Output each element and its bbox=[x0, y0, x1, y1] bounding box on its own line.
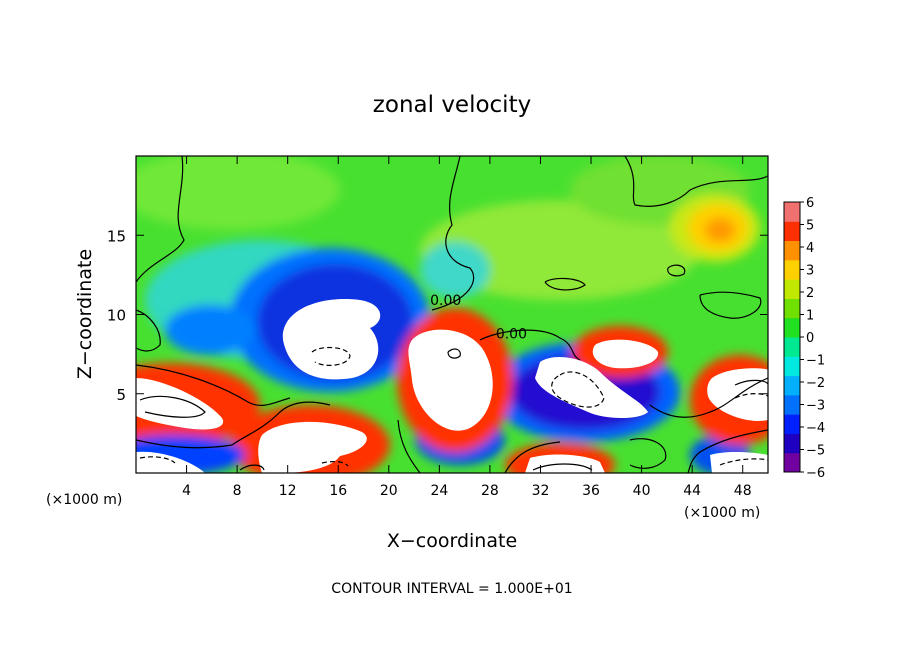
white-core-bottom-left bbox=[258, 421, 367, 473]
x-tick-label: 4 bbox=[182, 483, 191, 499]
white-core-right bbox=[592, 339, 659, 369]
contour-zero-bottom-mid bbox=[397, 419, 421, 473]
white-core-bottom-corner bbox=[136, 451, 205, 473]
x-tick-label: 8 bbox=[233, 483, 242, 499]
colorbar-tick-label: 6 bbox=[806, 196, 814, 211]
white-core-bottom-right bbox=[710, 451, 768, 473]
contour-zero-right-edge bbox=[687, 429, 768, 473]
colorbar-tick-label: −1 bbox=[806, 354, 825, 369]
white-core-mid bbox=[408, 329, 493, 431]
contour-zero-right-lower bbox=[649, 377, 768, 418]
colorbar-segment bbox=[784, 414, 800, 434]
contour-positive-left bbox=[139, 395, 206, 418]
saturated-cores bbox=[136, 299, 768, 473]
contour-zero-bottom-right bbox=[629, 438, 667, 469]
colorbar-segment bbox=[784, 202, 800, 222]
region-upper-mid bbox=[420, 200, 700, 300]
x-tick-label: 24 bbox=[430, 483, 448, 499]
contour-zero-upper-right bbox=[624, 156, 768, 207]
colorbar-segment bbox=[784, 298, 800, 319]
contour-negative-right bbox=[734, 393, 768, 399]
chart-title: zonal velocity bbox=[373, 92, 531, 118]
contour-negative-bottom-left bbox=[139, 456, 176, 464]
x-axis-label: X−coordinate bbox=[387, 530, 517, 552]
contour-negative-bottom-right bbox=[719, 458, 768, 466]
x-tick-label: 32 bbox=[532, 483, 550, 499]
colorbar-segment bbox=[784, 279, 800, 299]
colorbar-tick-label: 4 bbox=[806, 241, 814, 256]
y-axis-ticks: 5 10 15 bbox=[107, 227, 768, 404]
x-tick-label: 20 bbox=[380, 483, 398, 499]
white-core-big bbox=[282, 299, 381, 380]
x-axis-ticks: 4 8 12 16 20 24 28 32 36 40 44 48 bbox=[182, 156, 752, 499]
colorbar-tick-label: −6 bbox=[806, 466, 825, 481]
x-tick-label: 48 bbox=[734, 483, 752, 499]
colorbar-tick-label: −4 bbox=[806, 421, 825, 436]
contour-negative-lower bbox=[551, 371, 605, 408]
contour-positive-bottom-left bbox=[239, 464, 265, 471]
contour-zero-upper-left bbox=[136, 156, 185, 283]
positive-max-inner bbox=[705, 218, 735, 242]
x-tick-label: 16 bbox=[329, 483, 347, 499]
y-tick-label: 5 bbox=[116, 386, 126, 404]
left-blue-patch bbox=[165, 305, 255, 355]
colorbar-tick-label: −3 bbox=[806, 399, 825, 414]
contour-positive-mid bbox=[447, 348, 461, 359]
contour-zero-bottom-mid-2 bbox=[504, 441, 561, 473]
contour-positive-far-right bbox=[734, 379, 768, 386]
colorbar-tick-label: 5 bbox=[806, 219, 814, 234]
contour-negative-bottom bbox=[321, 460, 349, 467]
contour-zero-right bbox=[699, 291, 762, 319]
colorbar: −6 −5 −4 −3 −2 −1 0 1 2 3 4 5 6 bbox=[783, 196, 825, 481]
contour-zero-right-island bbox=[544, 277, 586, 291]
colorbar-tick-label: 0 bbox=[806, 331, 814, 346]
y-tick-label: 15 bbox=[107, 227, 126, 245]
contour-zero-lower bbox=[136, 364, 291, 406]
colorbar-tick-label: 2 bbox=[806, 286, 814, 301]
x-unit-right: (×1000 m) bbox=[684, 505, 760, 521]
x-unit-left: (×1000 m) bbox=[46, 492, 122, 508]
x-tick-label: 12 bbox=[279, 483, 297, 499]
contour-label: 0.00 bbox=[496, 326, 527, 342]
colorbar-segment bbox=[784, 394, 800, 415]
colorbar-segment bbox=[784, 221, 800, 242]
white-core-lower bbox=[535, 357, 648, 418]
colorbar-segment bbox=[784, 452, 800, 473]
colorbar-tick-label: −2 bbox=[806, 376, 825, 391]
contour-label: 0.00 bbox=[430, 293, 461, 309]
cyan-strip-right bbox=[420, 242, 490, 298]
y-tick-label: 10 bbox=[107, 307, 126, 325]
contour-zero-island-small bbox=[667, 264, 686, 277]
colorbar-tick-label: 1 bbox=[806, 309, 814, 324]
white-core-far-right bbox=[707, 368, 768, 421]
colorbar-segment bbox=[784, 337, 800, 357]
x-tick-label: 28 bbox=[481, 483, 499, 499]
contour-positive-bottom bbox=[532, 463, 593, 471]
contour-zero-upper-mid bbox=[431, 156, 475, 311]
white-core-left bbox=[136, 378, 224, 430]
contour-lines bbox=[136, 156, 768, 473]
colorbar-segment bbox=[784, 433, 800, 454]
colorbar-segment bbox=[784, 317, 800, 338]
colorbar-segment bbox=[784, 240, 800, 261]
colorbar-segment bbox=[784, 375, 800, 396]
colorbar-tick-label: 3 bbox=[806, 264, 814, 279]
contour-zero-bottom bbox=[136, 401, 331, 449]
x-tick-label: 36 bbox=[582, 483, 600, 499]
colorbar-segment bbox=[784, 259, 800, 280]
colorbar-segment bbox=[784, 356, 800, 377]
region-upper-left bbox=[136, 156, 340, 230]
contour-zero-mid bbox=[479, 329, 581, 361]
contour-negative-big bbox=[311, 346, 351, 366]
contour-interval-footer: CONTOUR INTERVAL = 1.000E+01 bbox=[331, 581, 572, 597]
x-tick-label: 44 bbox=[683, 483, 701, 499]
contour-zero-upper-left-2 bbox=[136, 309, 161, 352]
colorbar-tick-label: −5 bbox=[806, 444, 825, 459]
y-axis-label: Z−coordinate bbox=[74, 249, 96, 379]
x-tick-label: 40 bbox=[633, 483, 651, 499]
contour-labels: 0.00 0.00 bbox=[430, 293, 527, 342]
plot-area: 0.00 0.00 bbox=[136, 156, 768, 473]
